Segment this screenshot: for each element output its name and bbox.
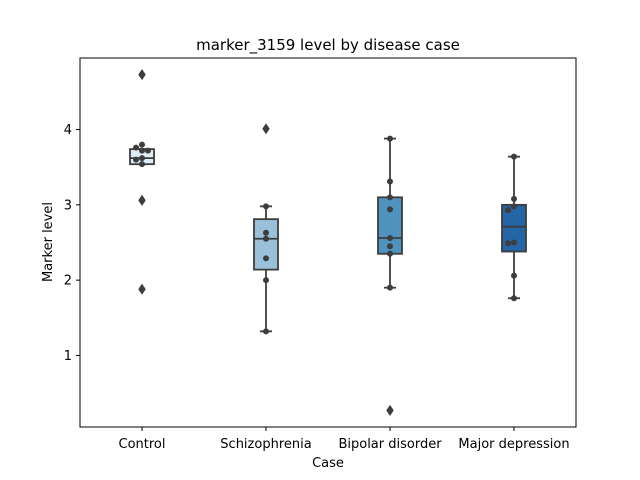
data-point xyxy=(263,229,269,236)
data-point xyxy=(139,147,145,154)
data-point xyxy=(387,178,393,185)
x-tick-label: Schizophrenia xyxy=(220,437,311,452)
data-point xyxy=(387,206,393,213)
data-point xyxy=(263,277,269,284)
box-group-schizophrenia xyxy=(253,123,279,333)
data-point xyxy=(511,295,517,302)
x-tick-label: Major depression xyxy=(458,437,569,452)
data-point xyxy=(133,144,139,151)
data-point xyxy=(139,197,145,204)
data-point xyxy=(511,153,517,160)
data-point xyxy=(505,207,511,214)
data-point xyxy=(263,235,269,242)
data-point xyxy=(387,194,393,201)
data-point xyxy=(511,272,517,279)
x-tick-label: Bipolar disorder xyxy=(338,437,442,452)
data-point xyxy=(263,255,269,262)
data-point xyxy=(139,286,145,293)
y-tick-label: 1 xyxy=(64,349,72,364)
data-point xyxy=(511,239,517,246)
data-point xyxy=(139,71,145,78)
data-point xyxy=(263,203,269,210)
x-axis-title: Case xyxy=(312,456,344,471)
data-point xyxy=(263,125,269,132)
box xyxy=(253,218,279,271)
y-tick-label: 3 xyxy=(64,198,72,213)
data-point xyxy=(387,243,393,250)
data-point xyxy=(387,284,393,291)
data-point xyxy=(139,141,145,148)
data-point xyxy=(263,328,269,335)
data-point xyxy=(387,407,393,414)
y-tick-label: 2 xyxy=(64,274,72,289)
data-point xyxy=(511,195,517,202)
data-point xyxy=(133,156,139,163)
data-point xyxy=(139,161,145,168)
plot-frame xyxy=(79,57,577,428)
y-axis-title: Marker level xyxy=(41,202,56,282)
data-point xyxy=(387,250,393,257)
chart-title: marker_3159 level by disease case xyxy=(196,36,460,55)
data-point xyxy=(387,135,393,142)
data-point xyxy=(387,234,393,241)
x-tick-label: Control xyxy=(119,437,166,452)
data-point xyxy=(145,147,151,154)
data-point xyxy=(139,155,145,162)
data-point xyxy=(505,240,511,247)
data-point xyxy=(511,203,517,210)
y-tick-label: 4 xyxy=(64,123,72,138)
box-group-control xyxy=(129,69,155,295)
